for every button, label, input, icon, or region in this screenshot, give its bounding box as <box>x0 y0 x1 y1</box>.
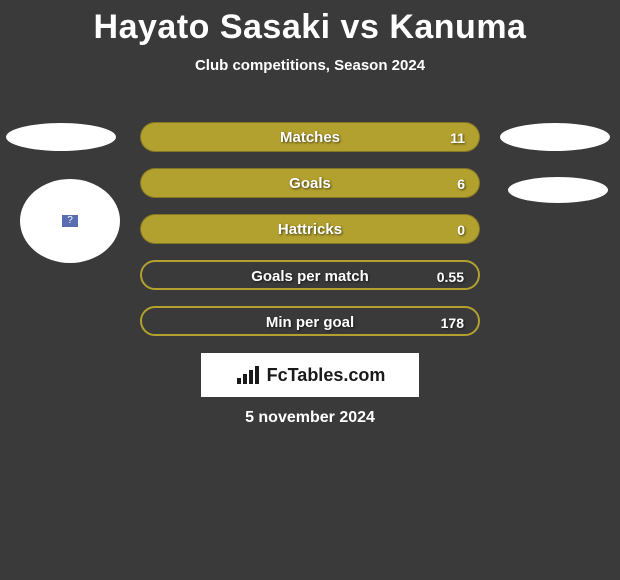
brand-box[interactable]: FcTables.com <box>201 353 419 397</box>
stat-bar-gpm: Goals per match 0.55 <box>140 260 480 290</box>
stat-value: 11 <box>450 123 465 151</box>
brand-text: FcTables.com <box>267 365 386 386</box>
stat-bar-goals: Goals 6 <box>140 168 480 198</box>
stat-label: Goals per match <box>142 262 478 288</box>
stat-value: 178 <box>441 308 464 334</box>
date-text: 5 november 2024 <box>0 409 620 427</box>
stat-value: 0 <box>457 215 465 243</box>
stat-label: Hattricks <box>141 215 479 243</box>
badge-icon: ? <box>60 213 80 229</box>
stat-value: 0.55 <box>437 262 464 288</box>
ellipse-right-2 <box>508 177 608 203</box>
stat-label: Min per goal <box>142 308 478 334</box>
stat-label: Matches <box>141 123 479 151</box>
stats-bars: Matches 11 Goals 6 Hattricks 0 Goals per… <box>140 122 480 352</box>
stat-bar-matches: Matches 11 <box>140 122 480 152</box>
stat-bar-hattricks: Hattricks 0 <box>140 214 480 244</box>
page-title: Hayato Sasaki vs Kanuma <box>0 0 620 47</box>
subtitle: Club competitions, Season 2024 <box>0 57 620 74</box>
stat-label: Goals <box>141 169 479 197</box>
ellipse-left-1 <box>6 123 116 151</box>
stat-bar-mpg: Min per goal 178 <box>140 306 480 336</box>
brand-chart-icon <box>235 364 261 386</box>
player-badge-circle: ? <box>20 179 120 263</box>
stat-value: 6 <box>457 169 465 197</box>
ellipse-right-1 <box>500 123 610 151</box>
